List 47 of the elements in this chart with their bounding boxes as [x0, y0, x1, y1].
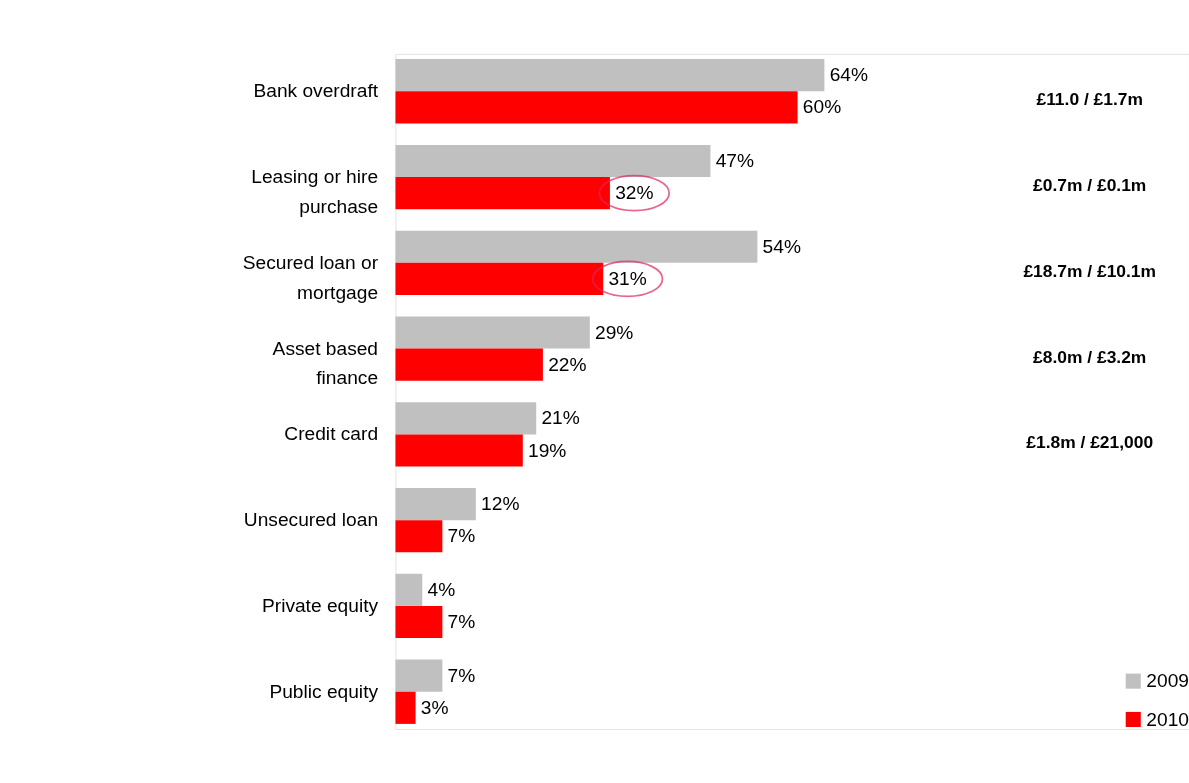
legend-label: 2009 — [1146, 670, 1189, 692]
y-tick-label: Public equity — [269, 680, 379, 702]
y-tick-label: Secured loan or mortgage — [242, 251, 379, 303]
bar — [395, 402, 537, 435]
bar — [395, 91, 798, 124]
bar — [395, 520, 443, 553]
bar — [395, 691, 416, 724]
bar — [395, 262, 604, 295]
data-label: 7% — [447, 525, 476, 547]
text: £8.0m / £3.2m — [1033, 346, 1147, 367]
y-tick-label: Credit card — [284, 423, 379, 445]
bar — [395, 434, 523, 467]
text: £1.8m / £21,000 — [1026, 432, 1154, 453]
bar — [395, 605, 443, 639]
data-label: 47% — [715, 150, 755, 172]
bar — [395, 573, 423, 606]
data-label: 12% — [481, 493, 520, 515]
bar — [395, 59, 825, 92]
data-label: 22% — [548, 353, 587, 375]
data-label: 4% — [427, 578, 456, 600]
bar — [395, 230, 758, 263]
data-label: 19% — [528, 439, 567, 461]
text: £18.7m / £10.1m — [1023, 260, 1156, 281]
data-label: 7% — [447, 611, 476, 633]
y-tick-label: Private equity — [261, 595, 379, 617]
bar — [395, 177, 610, 210]
bar — [395, 316, 590, 349]
bar — [395, 348, 543, 381]
data-label: 60% — [802, 96, 842, 118]
data-label: 29% — [595, 321, 634, 343]
data-label: 64% — [829, 64, 868, 86]
data-label: 54% — [762, 235, 801, 257]
bar — [395, 144, 711, 178]
bar — [395, 659, 443, 692]
y-tick-label: Asset based finance — [272, 337, 379, 389]
legend-label: 2010 — [1146, 708, 1189, 730]
data-label: 3% — [420, 696, 449, 718]
data-label: 21% — [541, 407, 580, 429]
y-tick-label: Leasing or hire purchase — [251, 166, 379, 217]
text: £0.7m / £0.1m — [1033, 174, 1147, 195]
bar — [395, 488, 476, 521]
annotation: 32% — [615, 182, 654, 204]
y-tick-label: Bank overdraft — [253, 80, 379, 102]
annotation: 31% — [608, 268, 647, 290]
data-label: 7% — [447, 664, 476, 686]
y-tick-label: Unsecured loan — [243, 509, 379, 531]
text: £11.0 / £1.7m — [1036, 89, 1143, 110]
